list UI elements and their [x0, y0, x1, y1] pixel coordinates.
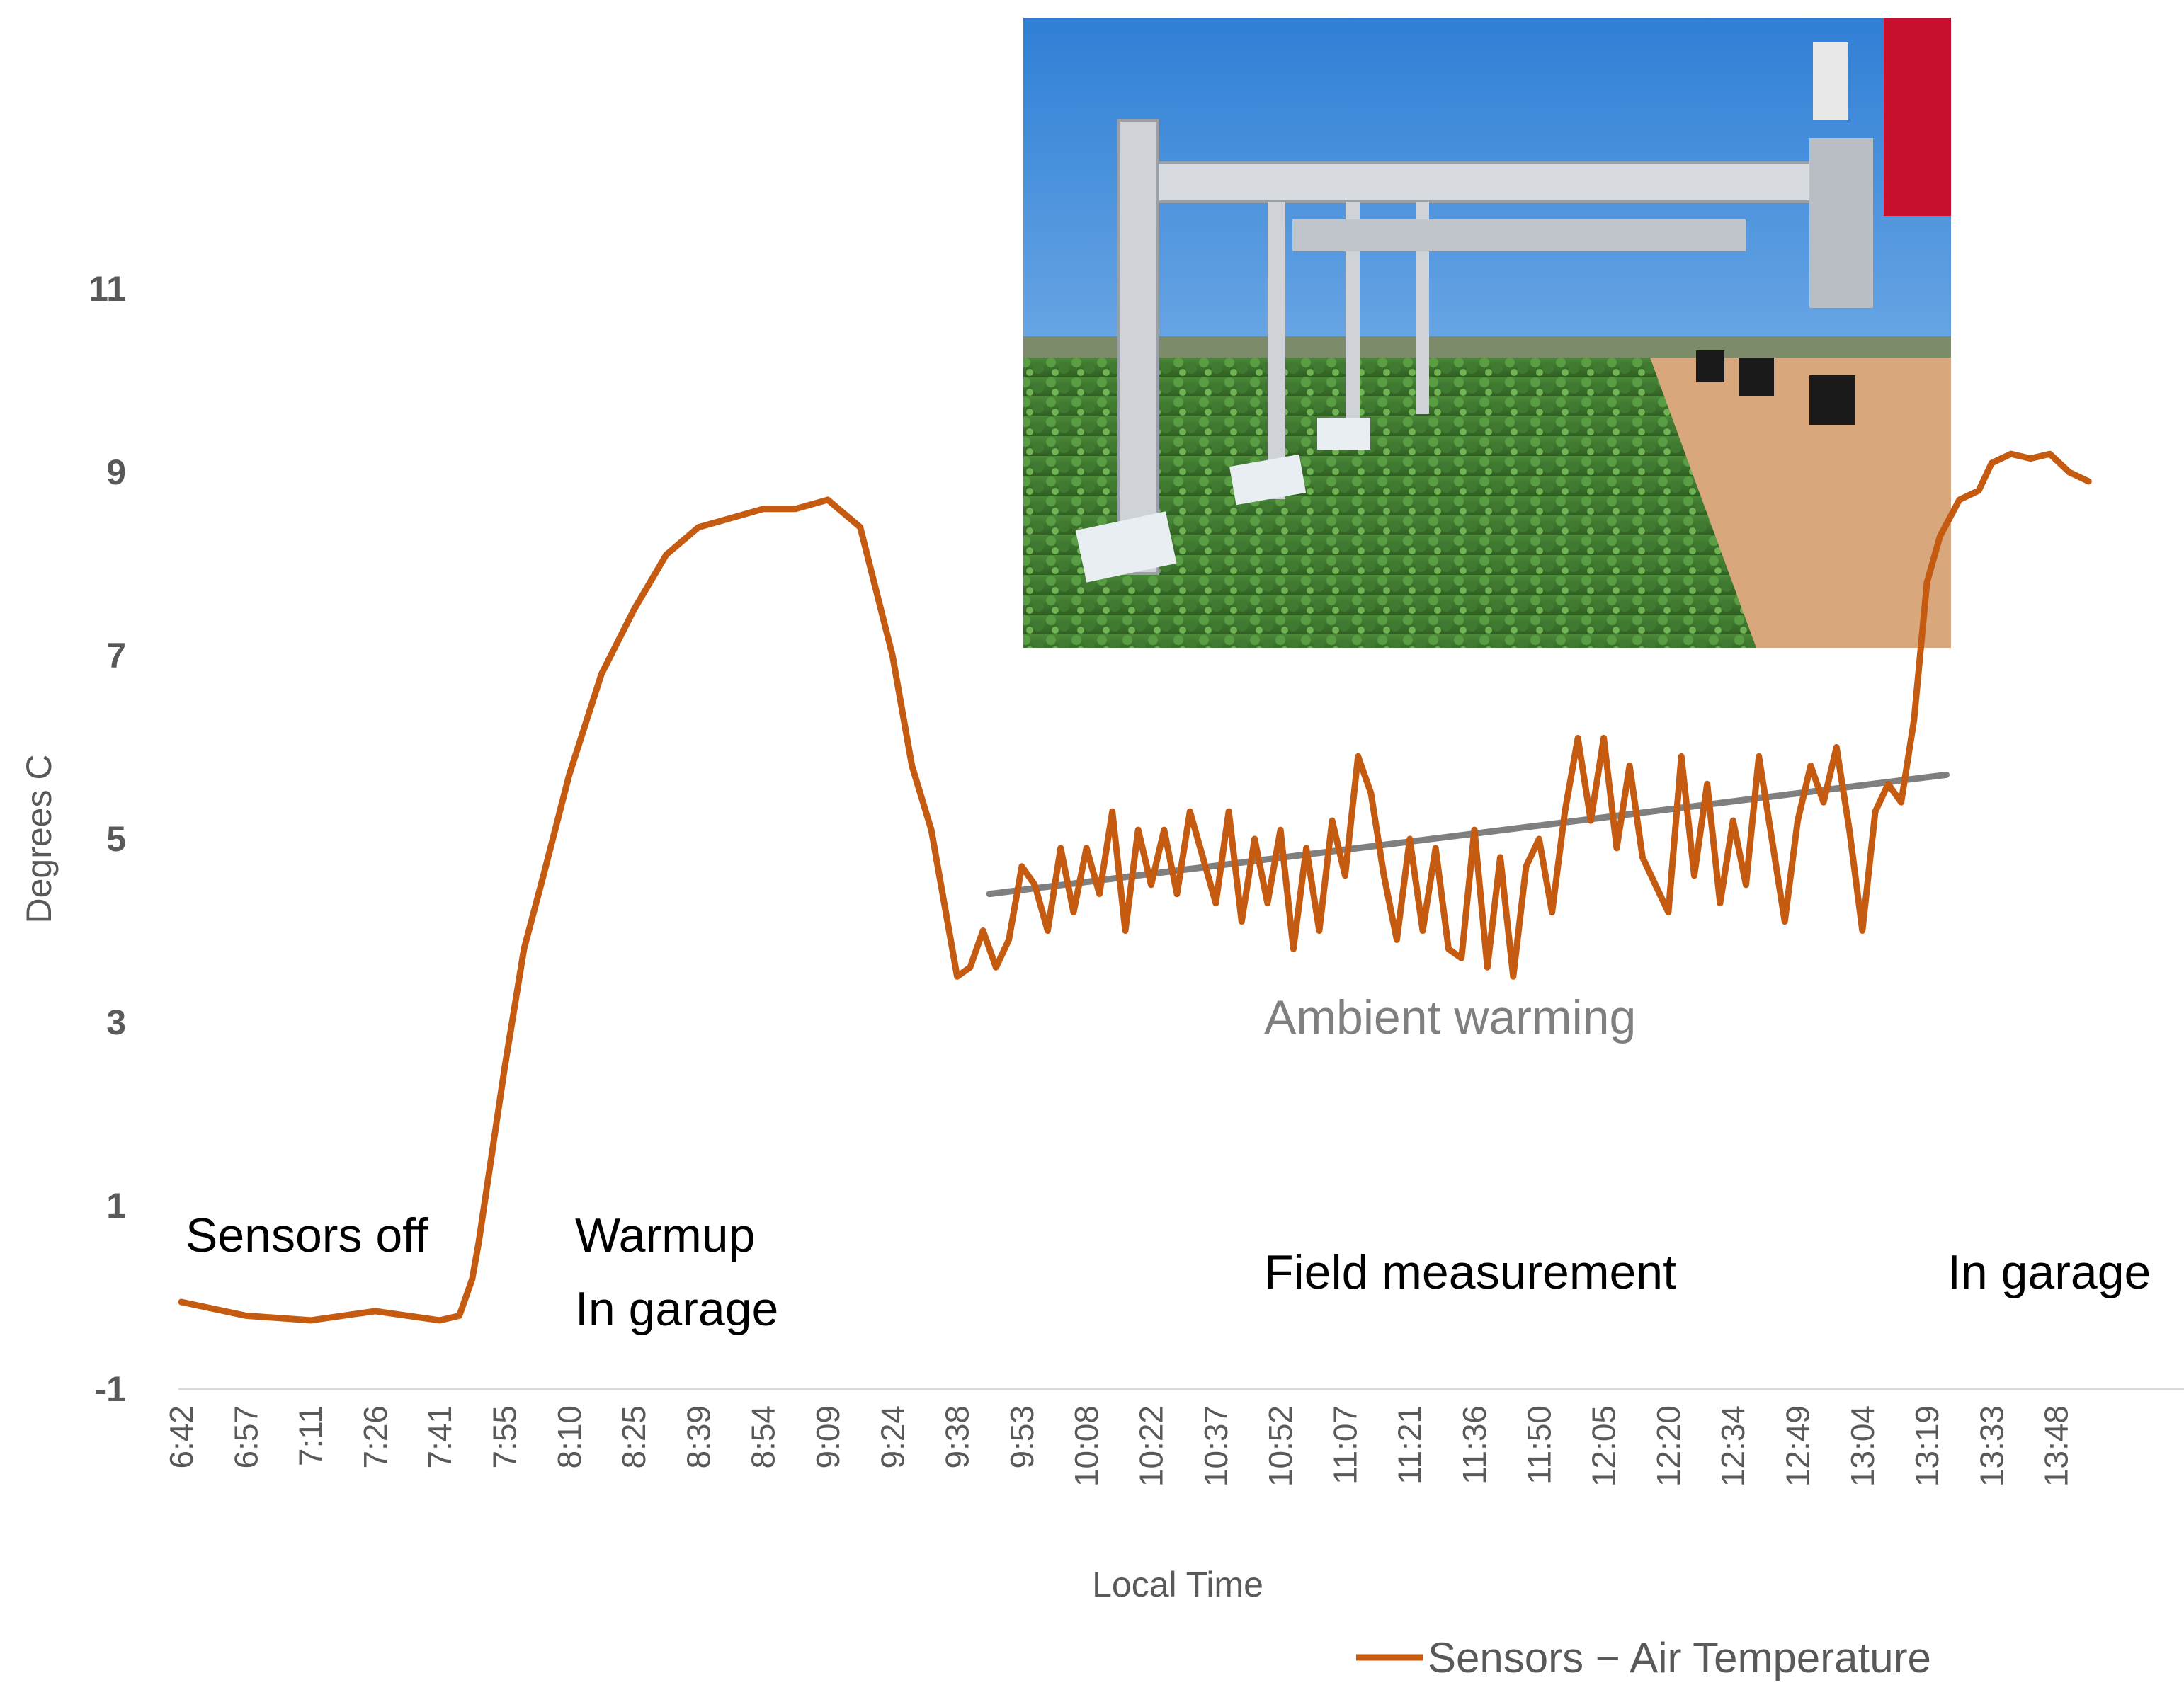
x-tick-label: 7:11 [292, 1405, 329, 1466]
legend-label: Sensors − Air Temperature [1428, 1634, 1931, 1681]
x-tick-label: 8:25 [615, 1405, 652, 1469]
x-tick-label: 9:24 [874, 1405, 911, 1469]
x-tick-label: 10:22 [1133, 1405, 1170, 1487]
x-tick-label: 12:05 [1586, 1405, 1622, 1487]
x-tick-labels: 6:42 6:57 7:11 7:26 7:41 7:55 8:10 8:25 8:39 8:54… [163, 1405, 2075, 1487]
field-robot-photo-icon [1023, 18, 1951, 648]
y-tick-labels: 11 9 7 5 3 1 -1 [89, 269, 126, 1409]
x-tick-label: 10:52 [1262, 1405, 1299, 1487]
x-tick-label: 7:26 [357, 1405, 394, 1469]
x-tick-label: 11:36 [1456, 1405, 1493, 1485]
x-axis-title: Local Time [1092, 1565, 1263, 1604]
y-tick-label: 11 [89, 269, 126, 309]
x-tick-label: 9:38 [939, 1405, 976, 1469]
x-tick-label: 11:50 [1520, 1405, 1557, 1485]
annotation-warmup: Warmup [575, 1209, 755, 1262]
x-tick-label: 8:10 [551, 1405, 588, 1469]
annotation-warmup-in-garage: In garage [575, 1282, 778, 1336]
y-tick-label: -1 [95, 1369, 126, 1409]
x-tick-label: 10:37 [1198, 1405, 1234, 1487]
x-tick-label: 9:53 [1003, 1405, 1040, 1469]
annotation-ambient-warming: Ambient warming [1264, 990, 1636, 1044]
x-tick-label: 12:49 [1780, 1405, 1816, 1487]
y-tick-label: 7 [106, 636, 126, 675]
x-tick-label: 9:09 [809, 1405, 846, 1469]
x-tick-label: 8:54 [745, 1405, 782, 1469]
x-tick-label: 8:39 [680, 1405, 717, 1469]
x-tick-label: 11:21 [1392, 1405, 1428, 1485]
x-tick-label: 7:55 [487, 1405, 523, 1469]
x-tick-label: 13:48 [2038, 1405, 2075, 1487]
x-tick-label: 12:34 [1714, 1405, 1751, 1487]
y-tick-label: 5 [106, 819, 126, 859]
y-tick-label: 3 [106, 1003, 126, 1042]
y-tick-label: 9 [106, 452, 126, 492]
annotation-sensors-off: Sensors off [186, 1209, 428, 1262]
x-tick-label: 12:20 [1650, 1405, 1687, 1487]
x-tick-label: 10:08 [1068, 1405, 1105, 1487]
x-tick-label: 13:33 [1973, 1405, 2010, 1487]
x-tick-label: 13:04 [1844, 1405, 1881, 1487]
legend: Sensors − Air Temperature [1356, 1634, 1931, 1681]
y-axis-title: Degrees C [19, 755, 59, 924]
x-tick-label: 6:57 [227, 1405, 264, 1469]
series-line-air-temperature [178, 450, 2092, 1324]
annotation-in-garage: In garage [1947, 1245, 2151, 1299]
x-tick-label: 6:42 [163, 1405, 200, 1469]
y-tick-label: 1 [106, 1186, 126, 1226]
annotation-field-measurement: Field measurement [1264, 1245, 1676, 1299]
x-tick-label: 13:19 [1909, 1405, 1945, 1487]
x-tick-label: 11:07 [1326, 1405, 1363, 1485]
x-tick-label: 7:41 [421, 1405, 458, 1469]
